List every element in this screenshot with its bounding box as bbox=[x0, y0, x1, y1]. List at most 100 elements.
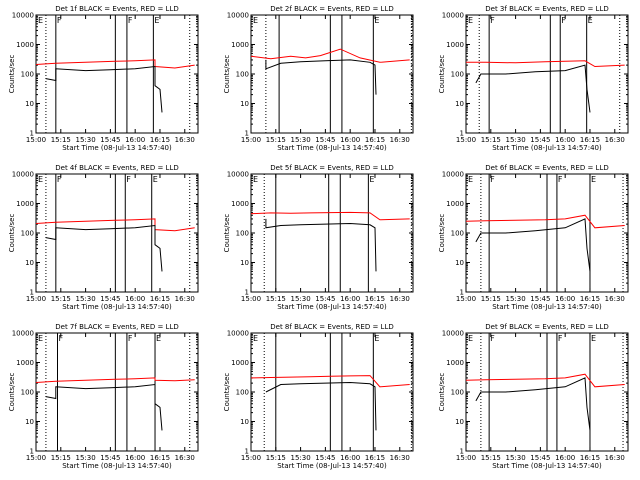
x-axis-label: Start Time (08-Jul-13 14:57:40) bbox=[492, 303, 602, 311]
y-tick-label: 100 bbox=[21, 71, 34, 79]
x-tick-label: 15:15 bbox=[481, 136, 501, 144]
marker-label: F bbox=[58, 334, 63, 343]
x-axis-label: Start Time (08-Jul-13 14:57:40) bbox=[62, 144, 172, 152]
x-tick-label: 15:30 bbox=[505, 136, 525, 144]
y-tick-label: 1000 bbox=[446, 359, 464, 367]
marker-label: F bbox=[561, 16, 566, 25]
lld-series-line bbox=[35, 59, 195, 69]
x-tick-label: 16:15 bbox=[150, 136, 170, 144]
x-tick-label: 15:45 bbox=[530, 454, 550, 462]
events-series-line bbox=[475, 377, 591, 431]
panel-title: Det 6f BLACK = Events, RED = LLD bbox=[485, 164, 608, 172]
y-tick-label: 1 bbox=[460, 289, 464, 297]
x-tick-label: 16:00 bbox=[340, 136, 360, 144]
x-tick-label: 16:15 bbox=[580, 295, 600, 303]
y-tick-label: 10000 bbox=[227, 330, 249, 338]
y-tick-label: 10 bbox=[240, 100, 249, 108]
x-axis-label: Start Time (08-Jul-13 14:57:40) bbox=[277, 462, 387, 470]
chart-panel-8: Det 8f BLACK = Events, RED = LLD 1 10 100 10… bbox=[223, 323, 414, 470]
chart-panel-2: Det 2f BLACK = Events, RED = LLD 1 10 100 10… bbox=[223, 5, 414, 152]
panel-title: Det 4f BLACK = Events, RED = LLD bbox=[55, 164, 178, 172]
x-tick-label: 16:30 bbox=[175, 454, 195, 462]
x-axis-label: Start Time (08-Jul-13 14:57:40) bbox=[492, 462, 602, 470]
marker-label: E bbox=[156, 334, 161, 343]
x-tick-label: 16:30 bbox=[605, 454, 625, 462]
x-tick-label: 15:45 bbox=[100, 454, 120, 462]
chart-panel-9: Det 9f BLACK = Events, RED = LLD 1 10 100 10… bbox=[438, 323, 629, 470]
chart-panel-6: Det 6f BLACK = Events, RED = LLD 1 10 100 10… bbox=[438, 164, 629, 311]
y-tick-label: 10000 bbox=[442, 12, 464, 20]
y-tick-label: 1 bbox=[245, 289, 249, 297]
marker-label: F bbox=[558, 334, 563, 343]
y-tick-label: 10000 bbox=[442, 330, 464, 338]
x-tick-label: 16:30 bbox=[605, 136, 625, 144]
lld-series-line bbox=[250, 211, 410, 221]
marker-label: F bbox=[558, 175, 563, 184]
y-tick-label: 1 bbox=[30, 289, 34, 297]
x-tick-label: 16:00 bbox=[555, 295, 575, 303]
x-tick-label: 15:30 bbox=[290, 454, 310, 462]
y-tick-label: 10000 bbox=[227, 12, 249, 20]
marker-label: F bbox=[57, 16, 62, 25]
corner-label: E bbox=[468, 16, 473, 25]
x-tick-label: 16:15 bbox=[150, 454, 170, 462]
y-tick-label: 10 bbox=[455, 259, 464, 267]
x-tick-label: 16:00 bbox=[555, 136, 575, 144]
corner-label: E bbox=[38, 175, 43, 184]
x-tick-label: 15:45 bbox=[100, 136, 120, 144]
x-tick-label: 15:30 bbox=[505, 454, 525, 462]
x-tick-label: 16:15 bbox=[365, 136, 385, 144]
x-tick-label: 16:00 bbox=[125, 454, 145, 462]
y-axis-label: Counts/sec bbox=[223, 373, 231, 412]
marker-label: E bbox=[369, 175, 374, 184]
corner-label: E bbox=[253, 334, 258, 343]
lld-series-line bbox=[250, 48, 410, 63]
panel-title: Det 3f BLACK = Events, RED = LLD bbox=[485, 5, 608, 13]
x-tick-label: 15:00 bbox=[26, 136, 46, 144]
x-tick-label: 15:00 bbox=[26, 295, 46, 303]
y-tick-label: 100 bbox=[21, 389, 34, 397]
x-tick-label: 16:15 bbox=[580, 454, 600, 462]
events-series-line bbox=[265, 381, 377, 431]
y-tick-label: 10 bbox=[25, 418, 34, 426]
corner-label: E bbox=[468, 175, 473, 184]
y-tick-label: 10 bbox=[240, 418, 249, 426]
x-tick-label: 15:00 bbox=[456, 295, 476, 303]
events-series-line bbox=[45, 65, 163, 113]
x-tick-label: 15:00 bbox=[26, 454, 46, 462]
x-tick-label: 15:15 bbox=[481, 295, 501, 303]
y-tick-label: 10 bbox=[25, 259, 34, 267]
x-tick-label: 15:30 bbox=[290, 295, 310, 303]
y-tick-label: 1000 bbox=[231, 41, 249, 49]
marker-label: E bbox=[153, 175, 158, 184]
y-axis-label: Counts/sec bbox=[223, 214, 231, 253]
x-tick-label: 16:30 bbox=[390, 454, 410, 462]
x-tick-label: 15:15 bbox=[481, 454, 501, 462]
events-series-line bbox=[45, 224, 163, 272]
x-tick-label: 15:45 bbox=[315, 295, 335, 303]
y-tick-label: 1000 bbox=[231, 359, 249, 367]
y-tick-label: 10000 bbox=[12, 12, 34, 20]
x-tick-label: 15:00 bbox=[241, 295, 261, 303]
y-tick-label: 1000 bbox=[16, 41, 34, 49]
y-tick-label: 1000 bbox=[231, 200, 249, 208]
marker-label: F bbox=[57, 175, 62, 184]
x-tick-label: 15:15 bbox=[266, 295, 286, 303]
y-tick-label: 1 bbox=[30, 130, 34, 138]
lld-series-line bbox=[465, 214, 625, 229]
x-tick-label: 15:45 bbox=[530, 295, 550, 303]
x-tick-label: 15:30 bbox=[75, 454, 95, 462]
lld-series-line bbox=[466, 60, 625, 68]
x-axis-label: Start Time (08-Jul-13 14:57:40) bbox=[62, 462, 172, 470]
x-tick-label: 15:00 bbox=[456, 136, 476, 144]
y-tick-label: 10 bbox=[455, 100, 464, 108]
panel-title: Det 9f BLACK = Events, RED = LLD bbox=[485, 323, 608, 331]
x-tick-label: 15:00 bbox=[241, 454, 261, 462]
corner-label: E bbox=[38, 334, 43, 343]
x-axis-label: Start Time (08-Jul-13 14:57:40) bbox=[492, 144, 602, 152]
x-tick-label: 16:15 bbox=[150, 295, 170, 303]
x-tick-label: 15:15 bbox=[51, 295, 71, 303]
plot-frame bbox=[250, 14, 414, 134]
events-series-line bbox=[475, 64, 591, 113]
